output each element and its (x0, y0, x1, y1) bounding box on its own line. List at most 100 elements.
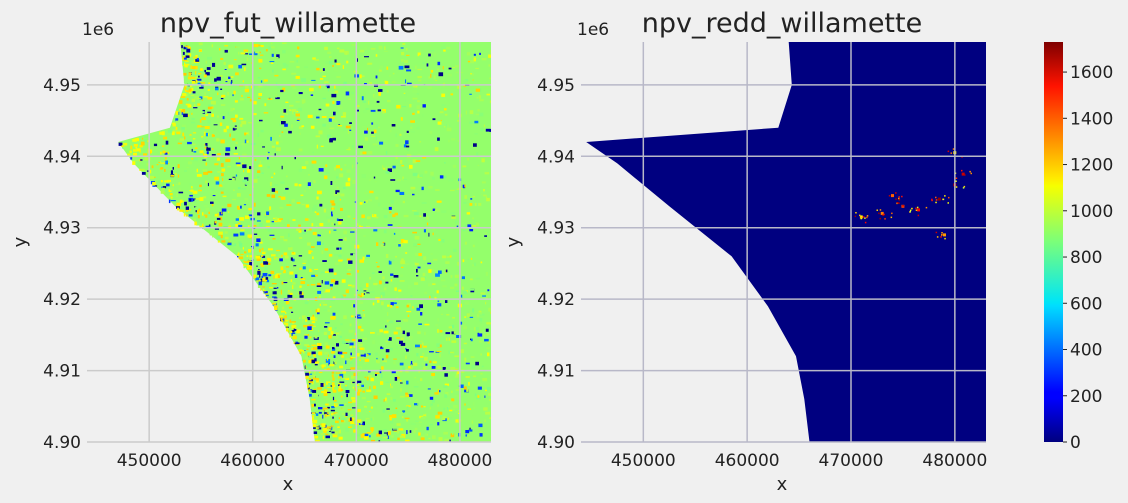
raster-cell (479, 313, 485, 316)
raster-cell (244, 198, 249, 201)
raster-cell (140, 169, 146, 171)
raster-cell (239, 243, 243, 247)
raster-cell (379, 65, 384, 69)
raster-cell (144, 157, 149, 161)
raster-cell (393, 399, 396, 402)
raster-cell (395, 155, 398, 160)
raster-cell (287, 219, 290, 223)
raster-cell (388, 206, 392, 210)
raster-cell (298, 168, 302, 172)
raster-cell (240, 124, 243, 127)
raster-cell (329, 138, 333, 143)
raster-cell (347, 96, 349, 100)
raster-cell (364, 83, 367, 85)
raster-cell (345, 380, 347, 383)
raster-cell (291, 109, 297, 112)
raster-cell (309, 373, 313, 375)
raster-cell (363, 200, 368, 203)
raster-cell (463, 85, 467, 87)
raster-cell (327, 406, 330, 409)
raster-cell (331, 222, 333, 226)
raster-cell (265, 226, 270, 228)
raster-cell (444, 373, 448, 377)
raster-cell (464, 403, 466, 406)
raster-cell (160, 167, 164, 170)
raster-cell (429, 424, 433, 426)
raster-cell (404, 65, 410, 69)
raster-cell (207, 182, 209, 187)
raster-cell (221, 168, 226, 172)
raster-cell (370, 332, 375, 334)
raster-cell (261, 255, 266, 258)
raster-cell (375, 373, 377, 376)
raster-cell (324, 326, 328, 328)
raster-cell (179, 199, 183, 203)
raster-cell (423, 347, 428, 350)
raster-cell (187, 141, 192, 145)
raster-cell (301, 99, 306, 104)
raster-cell (356, 289, 358, 292)
raster-cell (272, 238, 276, 240)
raster-cell (360, 434, 365, 438)
raster-cell (482, 365, 484, 368)
raster-cell (366, 254, 370, 257)
raster-cell (408, 159, 411, 163)
raster-cell (362, 151, 367, 155)
x-tick-label: 470000 (324, 451, 389, 471)
raster-cell (181, 45, 183, 49)
raster-cell (269, 61, 275, 63)
raster-cell (356, 434, 361, 437)
raster-cell (323, 303, 328, 306)
raster-cell (172, 192, 174, 194)
raster-cell (409, 164, 413, 169)
raster-cell (201, 126, 205, 128)
raster-cell (274, 184, 279, 186)
raster-cell (307, 242, 311, 246)
raster-cell (440, 313, 443, 315)
raster-cell (366, 383, 368, 388)
raster-cell (474, 120, 479, 124)
raster-cell (423, 366, 426, 371)
raster-cell (313, 371, 316, 374)
raster-cell (189, 198, 192, 202)
raster-cell (307, 334, 309, 337)
raster-cell (314, 268, 319, 270)
raster-cell (328, 253, 333, 257)
raster-cell (410, 363, 414, 366)
raster-cell (395, 133, 397, 137)
y-tick-label: 4.91 (43, 362, 81, 382)
raster-cell (277, 86, 283, 89)
raster-cell (292, 251, 294, 254)
raster-cell (220, 104, 226, 106)
raster-cell (343, 230, 347, 235)
raster-cell (222, 116, 225, 120)
raster-cell (422, 104, 426, 108)
raster-cell (298, 92, 303, 95)
raster-cell (318, 108, 322, 111)
raster-cell (237, 187, 241, 190)
raster-cell (381, 374, 383, 378)
raster-cell (430, 403, 433, 406)
raster-cell (395, 407, 398, 410)
raster-cell (225, 147, 231, 152)
raster-cell (333, 111, 336, 116)
raster-cell (396, 345, 398, 349)
raster-cell (435, 351, 440, 353)
raster-cell (334, 119, 338, 123)
raster-cell (313, 204, 319, 207)
raster-cell (311, 160, 317, 164)
raster-cell (289, 201, 291, 204)
raster-cell (386, 393, 391, 395)
raster-cell (321, 272, 324, 275)
raster-cell (418, 253, 422, 256)
raster-cell (364, 436, 369, 440)
raster-cell (273, 217, 276, 219)
raster-cell (462, 324, 466, 327)
raster-cell (441, 104, 446, 106)
raster-cell (334, 223, 336, 226)
raster-cell (347, 215, 351, 218)
x-tick-labels: 450000 460000 470000 480000 (611, 451, 987, 471)
raster-cell (480, 372, 483, 375)
raster-cell (450, 212, 456, 214)
raster-cell (379, 124, 383, 127)
